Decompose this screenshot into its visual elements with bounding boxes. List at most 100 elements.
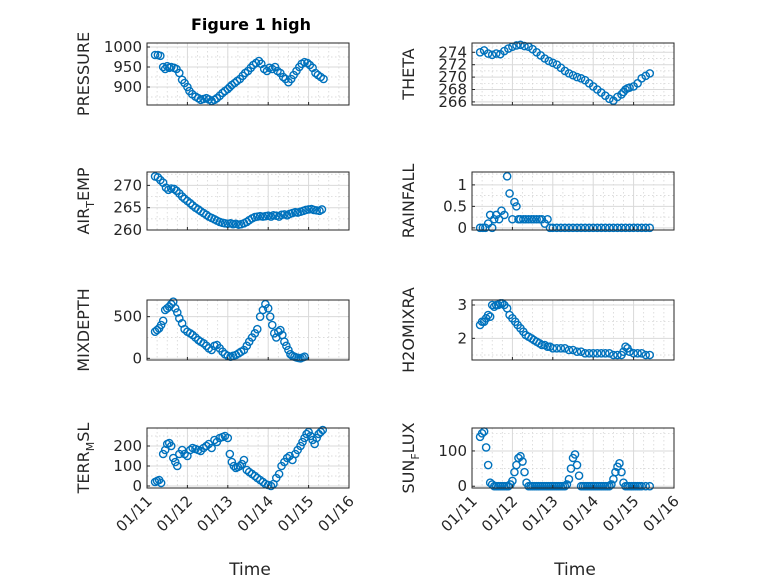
data-point bbox=[477, 428, 487, 438]
y-axis-label: PRESSURE bbox=[74, 32, 93, 116]
data-point bbox=[625, 347, 634, 356]
data-point bbox=[560, 344, 570, 353]
axes-box bbox=[471, 171, 675, 231]
data-point bbox=[564, 474, 574, 484]
data-point bbox=[316, 427, 326, 437]
data-point bbox=[609, 350, 618, 360]
data-point bbox=[210, 435, 219, 445]
data-point bbox=[637, 223, 646, 233]
data-point bbox=[202, 441, 211, 451]
data-point bbox=[308, 435, 317, 445]
data-point bbox=[169, 184, 179, 194]
data-point bbox=[319, 74, 328, 84]
data-point bbox=[601, 349, 610, 358]
data-point bbox=[207, 443, 216, 453]
y-tick-label: 900 bbox=[113, 78, 142, 96]
y-tick-label: 268 bbox=[438, 81, 467, 99]
data-point bbox=[274, 469, 284, 479]
data-point bbox=[172, 461, 182, 471]
data-point bbox=[156, 320, 166, 330]
data-point bbox=[230, 78, 239, 88]
data-point bbox=[548, 58, 558, 68]
y-axis-label: TERRMSL bbox=[74, 423, 97, 495]
data-point bbox=[215, 91, 225, 101]
subplot-sunflux: 0 100 SUNFLUX 01/1101/1201/1301/1401/1501/1… bbox=[399, 422, 683, 580]
data-point bbox=[250, 329, 260, 338]
y-tick-label: 2 bbox=[457, 329, 467, 347]
data-point bbox=[168, 453, 178, 463]
data-point bbox=[580, 223, 590, 233]
data-point bbox=[282, 453, 292, 463]
data-point bbox=[516, 451, 525, 461]
data-point bbox=[497, 206, 506, 215]
data-point bbox=[556, 344, 566, 353]
data-point bbox=[625, 83, 634, 92]
data-point bbox=[170, 304, 180, 313]
data-point bbox=[156, 51, 165, 61]
y-tick-label: 500 bbox=[113, 308, 142, 326]
y-tick-label: 274 bbox=[438, 43, 467, 61]
y-tick-label: 1000 bbox=[104, 38, 142, 56]
data-point bbox=[150, 50, 160, 60]
data-point bbox=[487, 223, 497, 233]
data-point bbox=[510, 467, 519, 477]
x-tick-label: 01/11 bbox=[438, 492, 481, 535]
data-point bbox=[552, 344, 562, 353]
data-point bbox=[560, 223, 570, 233]
data-point bbox=[500, 210, 509, 220]
data-point bbox=[613, 223, 622, 233]
y-tick-label: 0 bbox=[132, 349, 142, 367]
y-tick-label: 0 bbox=[132, 477, 142, 495]
data-point bbox=[284, 345, 293, 355]
data-point bbox=[296, 441, 305, 451]
data-point bbox=[605, 481, 614, 491]
data-point bbox=[303, 58, 312, 68]
data-point bbox=[475, 223, 485, 233]
data-point bbox=[572, 347, 582, 356]
data-point bbox=[592, 349, 602, 358]
data-point bbox=[568, 70, 578, 80]
data-point bbox=[156, 478, 166, 488]
data-point bbox=[615, 458, 624, 468]
data-point bbox=[605, 349, 614, 358]
axes-box bbox=[471, 299, 675, 361]
data-point bbox=[235, 461, 245, 471]
data-point bbox=[250, 471, 260, 481]
y-axis-label: H2OMIXRA bbox=[399, 287, 418, 373]
data-point bbox=[317, 205, 327, 214]
data-point bbox=[274, 212, 284, 221]
data-point bbox=[491, 210, 501, 220]
data-point bbox=[305, 60, 315, 70]
data-point bbox=[312, 433, 321, 443]
data-point bbox=[633, 349, 642, 358]
data-point bbox=[601, 223, 610, 233]
data-point bbox=[491, 49, 501, 58]
data-point bbox=[504, 44, 513, 53]
data-point bbox=[570, 450, 580, 459]
data-point bbox=[493, 300, 503, 310]
data-point bbox=[487, 50, 497, 60]
data-point bbox=[218, 347, 227, 356]
data-point bbox=[508, 214, 517, 224]
data-point bbox=[596, 223, 606, 233]
data-point bbox=[576, 347, 586, 356]
data-point bbox=[223, 433, 233, 443]
y-tick-label: 270 bbox=[113, 176, 142, 194]
data-point bbox=[641, 481, 651, 491]
data-point bbox=[481, 443, 491, 452]
x-tick-label: 01/14 bbox=[559, 492, 602, 535]
data-point bbox=[527, 214, 536, 224]
data-point bbox=[508, 476, 517, 486]
data-point bbox=[318, 425, 328, 435]
axes-box bbox=[146, 42, 350, 106]
y-axis-label: THETA bbox=[399, 48, 418, 100]
data-point bbox=[489, 214, 499, 224]
data-point bbox=[242, 465, 252, 475]
y-tick-label: 0.5 bbox=[443, 197, 467, 215]
data-point bbox=[524, 214, 533, 224]
axes-box bbox=[146, 299, 350, 361]
axes-box bbox=[471, 42, 675, 106]
data-point bbox=[641, 223, 651, 233]
data-point bbox=[535, 214, 544, 224]
subplot-h2omixra: 2 3 H2OMIXRA bbox=[399, 287, 675, 373]
